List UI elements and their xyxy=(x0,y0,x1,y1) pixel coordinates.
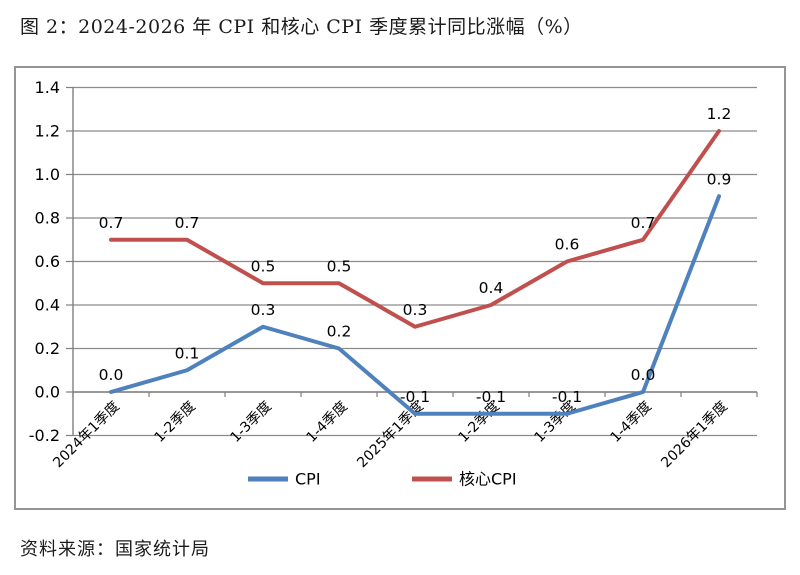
x-axis-label: 1-2季度 xyxy=(152,399,199,446)
core-cpi-data-label: 0.7 xyxy=(175,214,200,232)
core-cpi-series-line xyxy=(109,129,721,329)
core-cpi-data-label: 0.5 xyxy=(251,257,276,275)
cpi-data-label: 0.3 xyxy=(251,301,276,319)
cpi-data-label: 0.0 xyxy=(631,366,656,384)
y-axis-label: 1.0 xyxy=(35,165,60,184)
x-axis-label: 2026年1季度 xyxy=(658,399,731,472)
core-cpi-data-label: 0.7 xyxy=(631,214,656,232)
cpi-data-label: 0.0 xyxy=(99,366,124,384)
x-axis-label: 2025年1季度 xyxy=(354,399,427,472)
core-cpi-data-label: 0.4 xyxy=(479,279,504,297)
core-cpi-data-label: 0.5 xyxy=(327,257,352,275)
cpi-data-label: 0.2 xyxy=(327,323,352,341)
cpi-data-label: -0.1 xyxy=(552,388,582,406)
x-axis-label: 1-4季度 xyxy=(304,399,351,446)
y-axis-label: 0.8 xyxy=(35,209,60,228)
y-axis-label: 0.0 xyxy=(35,383,60,402)
cpi-data-label: 0.9 xyxy=(707,170,732,188)
core-cpi-data-label: 0.7 xyxy=(99,214,124,232)
core-cpi-legend-label: 核心CPI xyxy=(459,470,517,489)
core-cpi-data-label: 1.2 xyxy=(707,105,732,123)
x-axis-label: 1-3季度 xyxy=(228,399,275,446)
y-axis-label: 0.4 xyxy=(35,296,60,315)
core-cpi-data-label: 0.3 xyxy=(403,301,428,319)
cpi-data-label: -0.1 xyxy=(476,388,506,406)
y-axis-label: 1.4 xyxy=(35,78,60,97)
y-axis-label: -0.2 xyxy=(29,426,60,445)
x-axis-label: 1-4季度 xyxy=(608,399,655,446)
cpi-line-chart: -0.2 0.0 0.2 0.4 0.6 0.8 1.0 1.2 1.4 2024年1季度 1-2季… xyxy=(29,78,758,489)
x-axis-label: 2024年1季度 xyxy=(50,399,123,472)
cpi-series-line xyxy=(109,194,721,416)
y-axis-label: 0.2 xyxy=(35,339,60,358)
y-axis-label: 1.2 xyxy=(35,122,60,141)
cpi-legend-label: CPI xyxy=(295,470,321,489)
y-axis-label: 0.6 xyxy=(35,252,60,271)
cpi-data-label: 0.1 xyxy=(175,344,200,362)
figure-title: 图 2：2024-2026 年 CPI 和核心 CPI 季度累计同比涨幅（%） xyxy=(20,16,583,38)
cpi-data-label: -0.1 xyxy=(400,388,430,406)
source-note: 资料来源：国家统计局 xyxy=(20,539,210,560)
chart-container: -0.2 0.0 0.2 0.4 0.6 0.8 1.0 1.2 1.4 2024年1季度 1-2季… xyxy=(14,66,786,510)
core-cpi-data-label: 0.6 xyxy=(555,236,580,254)
